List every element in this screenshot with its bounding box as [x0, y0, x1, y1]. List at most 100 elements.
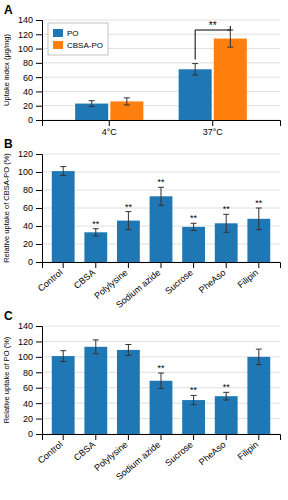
- tick-label: 100: [18, 167, 33, 177]
- x-tick: 4°C: [102, 120, 118, 137]
- error-bar: [60, 167, 66, 176]
- tick-label: Control: [36, 267, 65, 293]
- bar: [214, 39, 247, 120]
- legend-box: [48, 23, 108, 55]
- grid: [42, 326, 280, 434]
- tick-mark: [36, 172, 42, 173]
- tick-mark: [212, 120, 213, 126]
- bar-series: [52, 340, 270, 434]
- bar: [247, 357, 270, 434]
- y-tick: 80: [23, 185, 42, 195]
- legend-label: CBSA-PO: [67, 41, 103, 50]
- bar-series: [52, 167, 270, 262]
- tick-mark: [36, 388, 42, 389]
- tick-mark: [36, 34, 42, 35]
- x-tick: Sodium azide: [114, 434, 162, 482]
- tick-mark: [36, 190, 42, 191]
- tick-label: 20: [23, 101, 33, 111]
- tick-label: Sucrose: [163, 439, 195, 468]
- tick-label: 80: [23, 58, 33, 68]
- tick-mark: [36, 419, 42, 420]
- tick-mark: [36, 226, 42, 227]
- tick-mark: [36, 106, 42, 107]
- legend: PO CBSA-PO: [48, 23, 108, 55]
- annotations: **: [195, 20, 230, 60]
- tick-mark: [36, 91, 42, 92]
- tick-mark: [36, 262, 42, 263]
- tick-label: PheAso: [197, 439, 228, 467]
- tick-mark: [36, 326, 42, 327]
- x-tick: CBSA: [72, 434, 97, 463]
- legend-entry: CBSA-PO: [53, 41, 103, 50]
- annotation: **: [157, 363, 165, 373]
- error-bar: [89, 101, 95, 107]
- y-tick: 60: [23, 383, 42, 393]
- error-bar: [124, 98, 130, 105]
- bar: [52, 356, 75, 434]
- annotation: **: [125, 202, 133, 212]
- error-bar: [223, 392, 229, 400]
- tick-mark: [109, 120, 110, 126]
- tick-label: Sodium azide: [114, 267, 162, 310]
- bar: [179, 69, 212, 120]
- bar: [150, 196, 173, 262]
- panel: 020406080100120ControlCBSAPolylysineSodi…: [2, 137, 281, 310]
- y-tick: 140: [18, 321, 42, 331]
- marks: [52, 340, 270, 434]
- panel: 0204060801001201404°C37°C**POCBSA-POAUpt…: [2, 3, 281, 137]
- error-bar: [223, 214, 229, 232]
- tick-mark: [95, 262, 96, 268]
- error-bar: [158, 373, 164, 388]
- grid-line: [42, 326, 280, 327]
- tick-label: 37°C: [203, 127, 224, 137]
- y-tick: 120: [18, 149, 42, 159]
- x-axis: ControlCBSAPolylysineSodium azideSucrose…: [36, 434, 281, 482]
- y-tick: 20: [23, 101, 42, 111]
- grid: [42, 154, 280, 262]
- tick-mark: [193, 262, 194, 268]
- tick-label: 120: [18, 30, 33, 40]
- tick-mark: [36, 120, 42, 121]
- tick-label: PheAso: [197, 267, 228, 295]
- y-tick: 100: [18, 44, 42, 54]
- axis-line: [43, 263, 281, 269]
- y-tick: 80: [23, 58, 42, 68]
- x-tick: Sucrose: [163, 434, 195, 468]
- annotation: **: [190, 385, 198, 395]
- x-tick: PheAso: [197, 434, 228, 467]
- error-bar: [192, 64, 198, 75]
- tick-label: 140: [18, 15, 33, 25]
- error-bar: [227, 30, 233, 47]
- tick-label: 80: [23, 368, 33, 378]
- y-tick: 100: [18, 352, 42, 362]
- tick-label: 60: [23, 383, 33, 393]
- tick-label: 20: [23, 239, 33, 249]
- tick-mark: [63, 262, 64, 268]
- y-axis-title: Uptake index (μg/mg): [2, 34, 11, 106]
- error-bar: [125, 212, 131, 230]
- axis-line: [43, 435, 281, 441]
- tick-label: 60: [23, 73, 33, 83]
- tick-label: 4°C: [102, 127, 118, 137]
- tick-label: 80: [23, 185, 33, 195]
- y-axis: 020406080100120140: [18, 321, 43, 439]
- tick-mark: [36, 49, 42, 50]
- legend-label: PO: [67, 29, 79, 38]
- panel: 020406080100120140ControlCBSAPolylysineS…: [2, 309, 281, 482]
- tick-mark: [95, 434, 96, 440]
- error-bar: [256, 208, 262, 230]
- tick-label: 120: [18, 337, 33, 347]
- tick-label: 140: [18, 321, 33, 331]
- panel-title: A: [4, 3, 13, 17]
- tick-label: 120: [18, 149, 33, 159]
- tick-mark: [193, 434, 194, 440]
- tick-label: 40: [23, 221, 33, 231]
- tick-label: 40: [23, 399, 33, 409]
- grid-line: [42, 20, 280, 21]
- error-bar: [93, 340, 99, 354]
- legend-swatch: [53, 41, 63, 49]
- legend-entry: PO: [53, 29, 79, 38]
- y-axis: 020406080100120140: [18, 15, 43, 125]
- y-tick: 100: [18, 167, 42, 177]
- grid-line: [42, 356, 280, 357]
